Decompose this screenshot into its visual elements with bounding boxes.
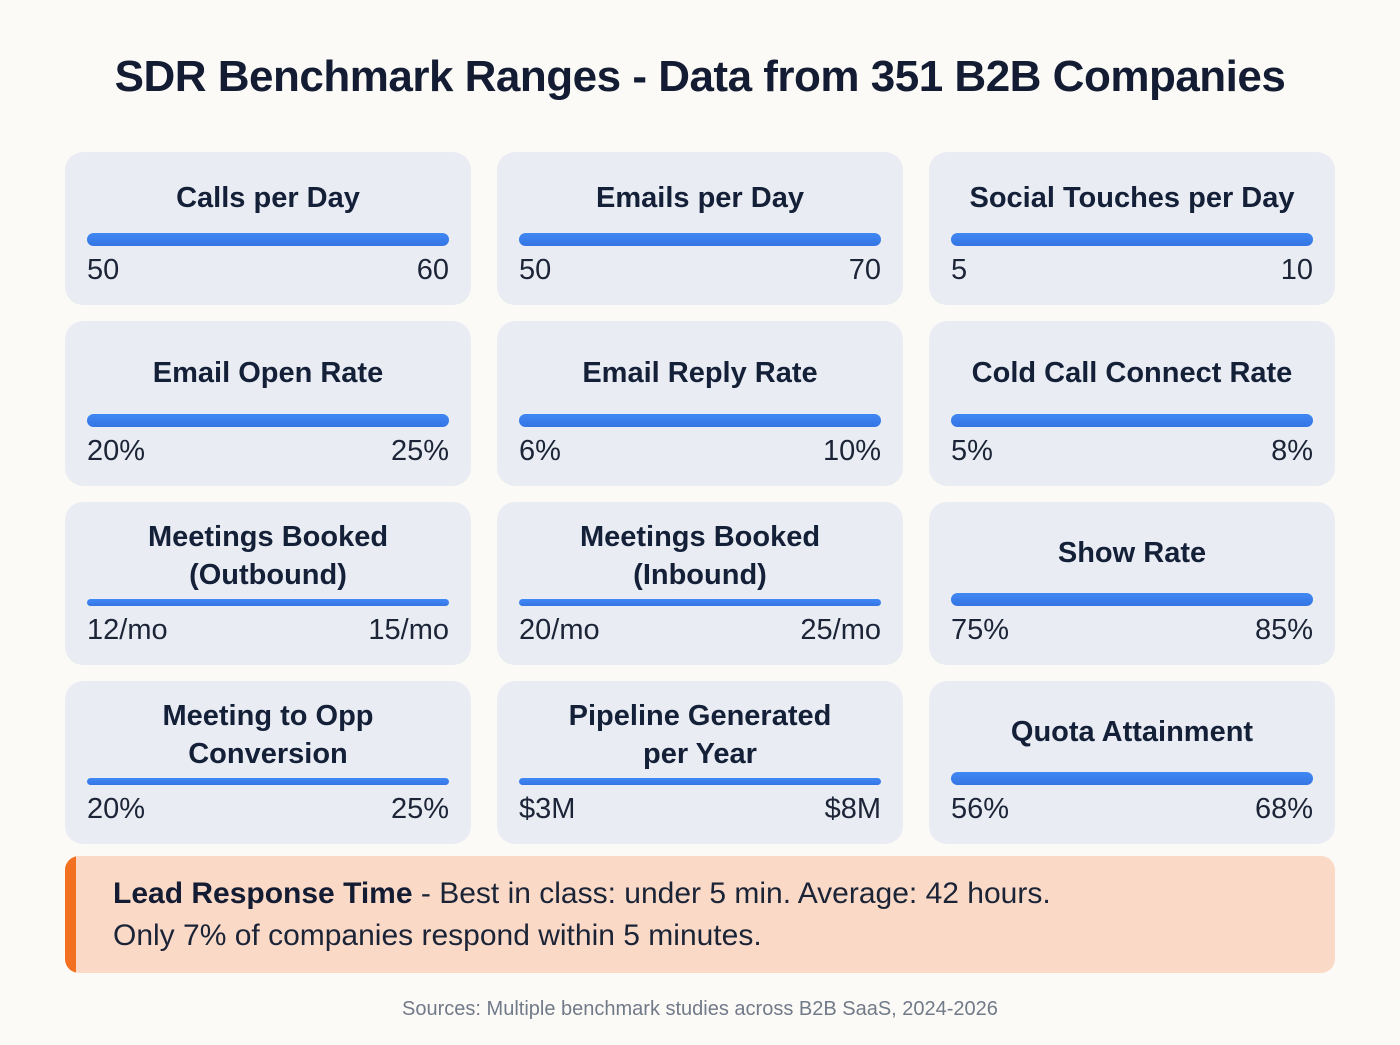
range-min: 50 <box>87 254 120 287</box>
range-max: 25% <box>390 435 449 468</box>
card-cold-call-connect-rate: Cold Call Connect Rate 5% 8% <box>929 321 1335 486</box>
range-min: $3M <box>519 793 576 826</box>
metric-title: Email Open Rate <box>152 357 384 390</box>
range-bar <box>951 772 1313 786</box>
range-min: 75% <box>951 614 1010 647</box>
card-email-open-rate: Email Open Rate 20% 25% <box>65 321 471 486</box>
range-bar <box>519 598 881 607</box>
range-min: 12/mo <box>87 614 168 647</box>
range-values: 20% 25% <box>87 793 449 826</box>
metric-title: Show Rate <box>1057 537 1207 570</box>
range-values: 12/mo 15/mo <box>87 614 449 647</box>
range-bar <box>87 777 449 786</box>
range-values: 75% 85% <box>951 614 1313 647</box>
range-bar <box>519 233 881 247</box>
card-pipeline-generated-per-year: Pipeline Generated per Year $3M $8M <box>497 681 903 844</box>
card-quota-attainment: Quota Attainment 56% 68% <box>929 681 1335 844</box>
metric-title: Email Reply Rate <box>582 357 818 390</box>
range-bar <box>87 414 449 428</box>
range-max: 25% <box>390 793 449 826</box>
range-max: 8% <box>1271 435 1313 468</box>
card-meeting-to-opp-conversion: Meeting to Opp Conversion 20% 25% <box>65 681 471 844</box>
range-values: 20/mo 25/mo <box>519 614 881 647</box>
callout-accent-bar <box>65 856 76 973</box>
metric-title: Social Touches per Day <box>969 182 1295 215</box>
range-max: 15/mo <box>368 614 449 647</box>
card-calls-per-day: Calls per Day 50 60 <box>65 152 471 305</box>
range-bar <box>951 593 1313 607</box>
callout-line2: Only 7% of companies respond within 5 mi… <box>113 918 762 952</box>
range-values: 50 60 <box>87 254 449 287</box>
range-max: 25/mo <box>800 614 881 647</box>
range-max: 68% <box>1254 793 1313 826</box>
range-min: 20% <box>87 793 146 826</box>
range-min: 50 <box>519 254 552 287</box>
range-bar <box>951 414 1313 428</box>
metric-title: Calls per Day <box>176 182 360 215</box>
range-bar <box>519 414 881 428</box>
range-bar <box>519 777 881 786</box>
metric-title: Meeting to Opp Conversion <box>162 700 374 771</box>
metric-title: Cold Call Connect Rate <box>971 357 1293 390</box>
range-max: $8M <box>824 793 881 826</box>
range-max: 10 <box>1280 254 1313 287</box>
card-meetings-booked-inbound: Meetings Booked (Inbound) 20/mo 25/mo <box>497 502 903 665</box>
callout-line1: - Best in class: under 5 min. Average: 4… <box>412 877 1051 911</box>
range-values: 5% 8% <box>951 435 1313 468</box>
callout-text: Lead Response Time - Best in class: unde… <box>65 863 1091 966</box>
card-emails-per-day: Emails per Day 50 70 <box>497 152 903 305</box>
range-max: 10% <box>822 435 881 468</box>
range-bar <box>951 233 1313 247</box>
lead-response-time-callout: Lead Response Time - Best in class: unde… <box>65 856 1335 973</box>
range-values: 50 70 <box>519 254 881 287</box>
page-title: SDR Benchmark Ranges - Data from 351 B2B… <box>114 52 1286 101</box>
range-min: 6% <box>519 435 561 468</box>
range-values: $3M $8M <box>519 793 881 826</box>
metric-title: Pipeline Generated per Year <box>568 700 832 771</box>
source-note: Sources: Multiple benchmark studies acro… <box>402 998 998 1020</box>
range-min: 56% <box>951 793 1010 826</box>
range-values: 20% 25% <box>87 435 449 468</box>
range-min: 5% <box>951 435 993 468</box>
range-min: 20% <box>87 435 146 468</box>
card-meetings-booked-outbound: Meetings Booked (Outbound) 12/mo 15/mo <box>65 502 471 665</box>
metric-title: Emails per Day <box>596 182 804 215</box>
card-email-reply-rate: Email Reply Rate 6% 10% <box>497 321 903 486</box>
range-bar <box>87 233 449 247</box>
card-show-rate: Show Rate 75% 85% <box>929 502 1335 665</box>
metric-title: Quota Attainment <box>1010 716 1254 749</box>
range-bar <box>87 598 449 607</box>
range-min: 20/mo <box>519 614 600 647</box>
card-social-touches-per-day: Social Touches per Day 5 10 <box>929 152 1335 305</box>
range-max: 60 <box>416 254 449 287</box>
range-values: 56% 68% <box>951 793 1313 826</box>
range-min: 5 <box>951 254 968 287</box>
benchmark-grid: Calls per Day 50 60 Emails per Day 50 70… <box>65 152 1335 844</box>
range-values: 6% 10% <box>519 435 881 468</box>
range-values: 5 10 <box>951 254 1313 287</box>
metric-title: Meetings Booked (Inbound) <box>579 521 821 592</box>
callout-heading: Lead Response Time <box>113 877 413 911</box>
metric-title: Meetings Booked (Outbound) <box>147 521 389 592</box>
range-max: 85% <box>1254 614 1313 647</box>
range-max: 70 <box>848 254 881 287</box>
